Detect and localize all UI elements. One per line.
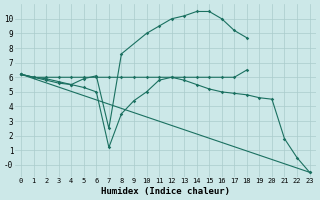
X-axis label: Humidex (Indice chaleur): Humidex (Indice chaleur): [101, 187, 230, 196]
